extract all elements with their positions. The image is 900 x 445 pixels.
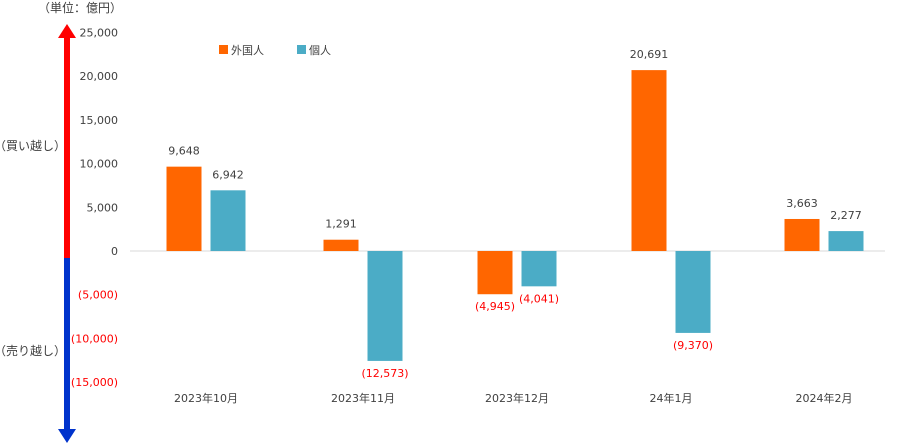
- data-label: 20,691: [630, 48, 669, 61]
- x-tick-label: 2023年12月: [485, 391, 549, 405]
- bar-individual: [367, 251, 403, 361]
- buy-sell-arrow: [58, 24, 76, 443]
- data-label: (12,573): [361, 367, 408, 380]
- legend: 外国人 個人: [219, 44, 331, 57]
- y-axis: 25,000 20,000 15,000 10,000 5,000 0 (5,000) (10…: [71, 26, 118, 389]
- sell-label: （売り越し）: [0, 343, 66, 358]
- bar-individual: [210, 190, 246, 251]
- bar-individual: [828, 231, 864, 251]
- y-tick-label: (15,000): [71, 376, 118, 389]
- y-tick-label: 25,000: [80, 26, 119, 39]
- sell-arrow-shaft: [64, 258, 70, 432]
- buy-arrow-shaft: [64, 36, 70, 258]
- bar-foreign: [166, 166, 202, 251]
- bar-individual: [675, 251, 711, 333]
- data-label: (4,945): [475, 300, 515, 313]
- legend-swatch: [297, 45, 306, 54]
- buy-label: （買い越し）: [0, 139, 66, 153]
- bar-foreign: [323, 239, 359, 251]
- x-tick-label: 2023年10月: [174, 391, 238, 405]
- bar-foreign: [784, 218, 820, 251]
- data-label: (9,370): [673, 339, 713, 352]
- y-tick-label: (5,000): [78, 289, 118, 302]
- data-label: 2,277: [830, 209, 862, 222]
- unit-label: （単位：億円）: [38, 0, 122, 15]
- y-tick-label: (10,000): [71, 332, 118, 345]
- bar-foreign: [477, 251, 513, 295]
- y-tick-label: 15,000: [80, 114, 119, 127]
- sell-arrow-head: [58, 429, 76, 443]
- bars: [166, 70, 864, 361]
- data-label: 1,291: [325, 218, 357, 231]
- bar-foreign: [631, 70, 667, 251]
- x-tick-label: 2024年2月: [796, 391, 853, 405]
- y-tick-label: 20,000: [80, 70, 119, 83]
- buy-arrow-head: [58, 24, 76, 38]
- data-label: (4,041): [519, 292, 559, 305]
- legend-swatch: [219, 45, 228, 54]
- data-label: 6,942: [212, 168, 244, 181]
- bar-individual: [521, 251, 557, 287]
- x-tick-label: 24年1月: [650, 391, 693, 405]
- data-label: 9,648: [168, 145, 200, 158]
- legend-label: 外国人: [231, 44, 264, 57]
- bar-labels: 9,648 6,942 1,291 (12,573) (4,945) (4,041) 20,…: [168, 48, 862, 380]
- data-label: 3,663: [786, 197, 818, 210]
- y-tick-label: 10,000: [80, 158, 119, 171]
- x-tick-label: 2023年11月: [331, 391, 395, 405]
- legend-label: 個人: [309, 44, 331, 57]
- x-axis: 2023年10月 2023年11月 2023年12月 24年1月 2024年2月: [174, 391, 853, 405]
- y-tick-label: 0: [111, 245, 118, 258]
- y-tick-label: 5,000: [87, 201, 119, 214]
